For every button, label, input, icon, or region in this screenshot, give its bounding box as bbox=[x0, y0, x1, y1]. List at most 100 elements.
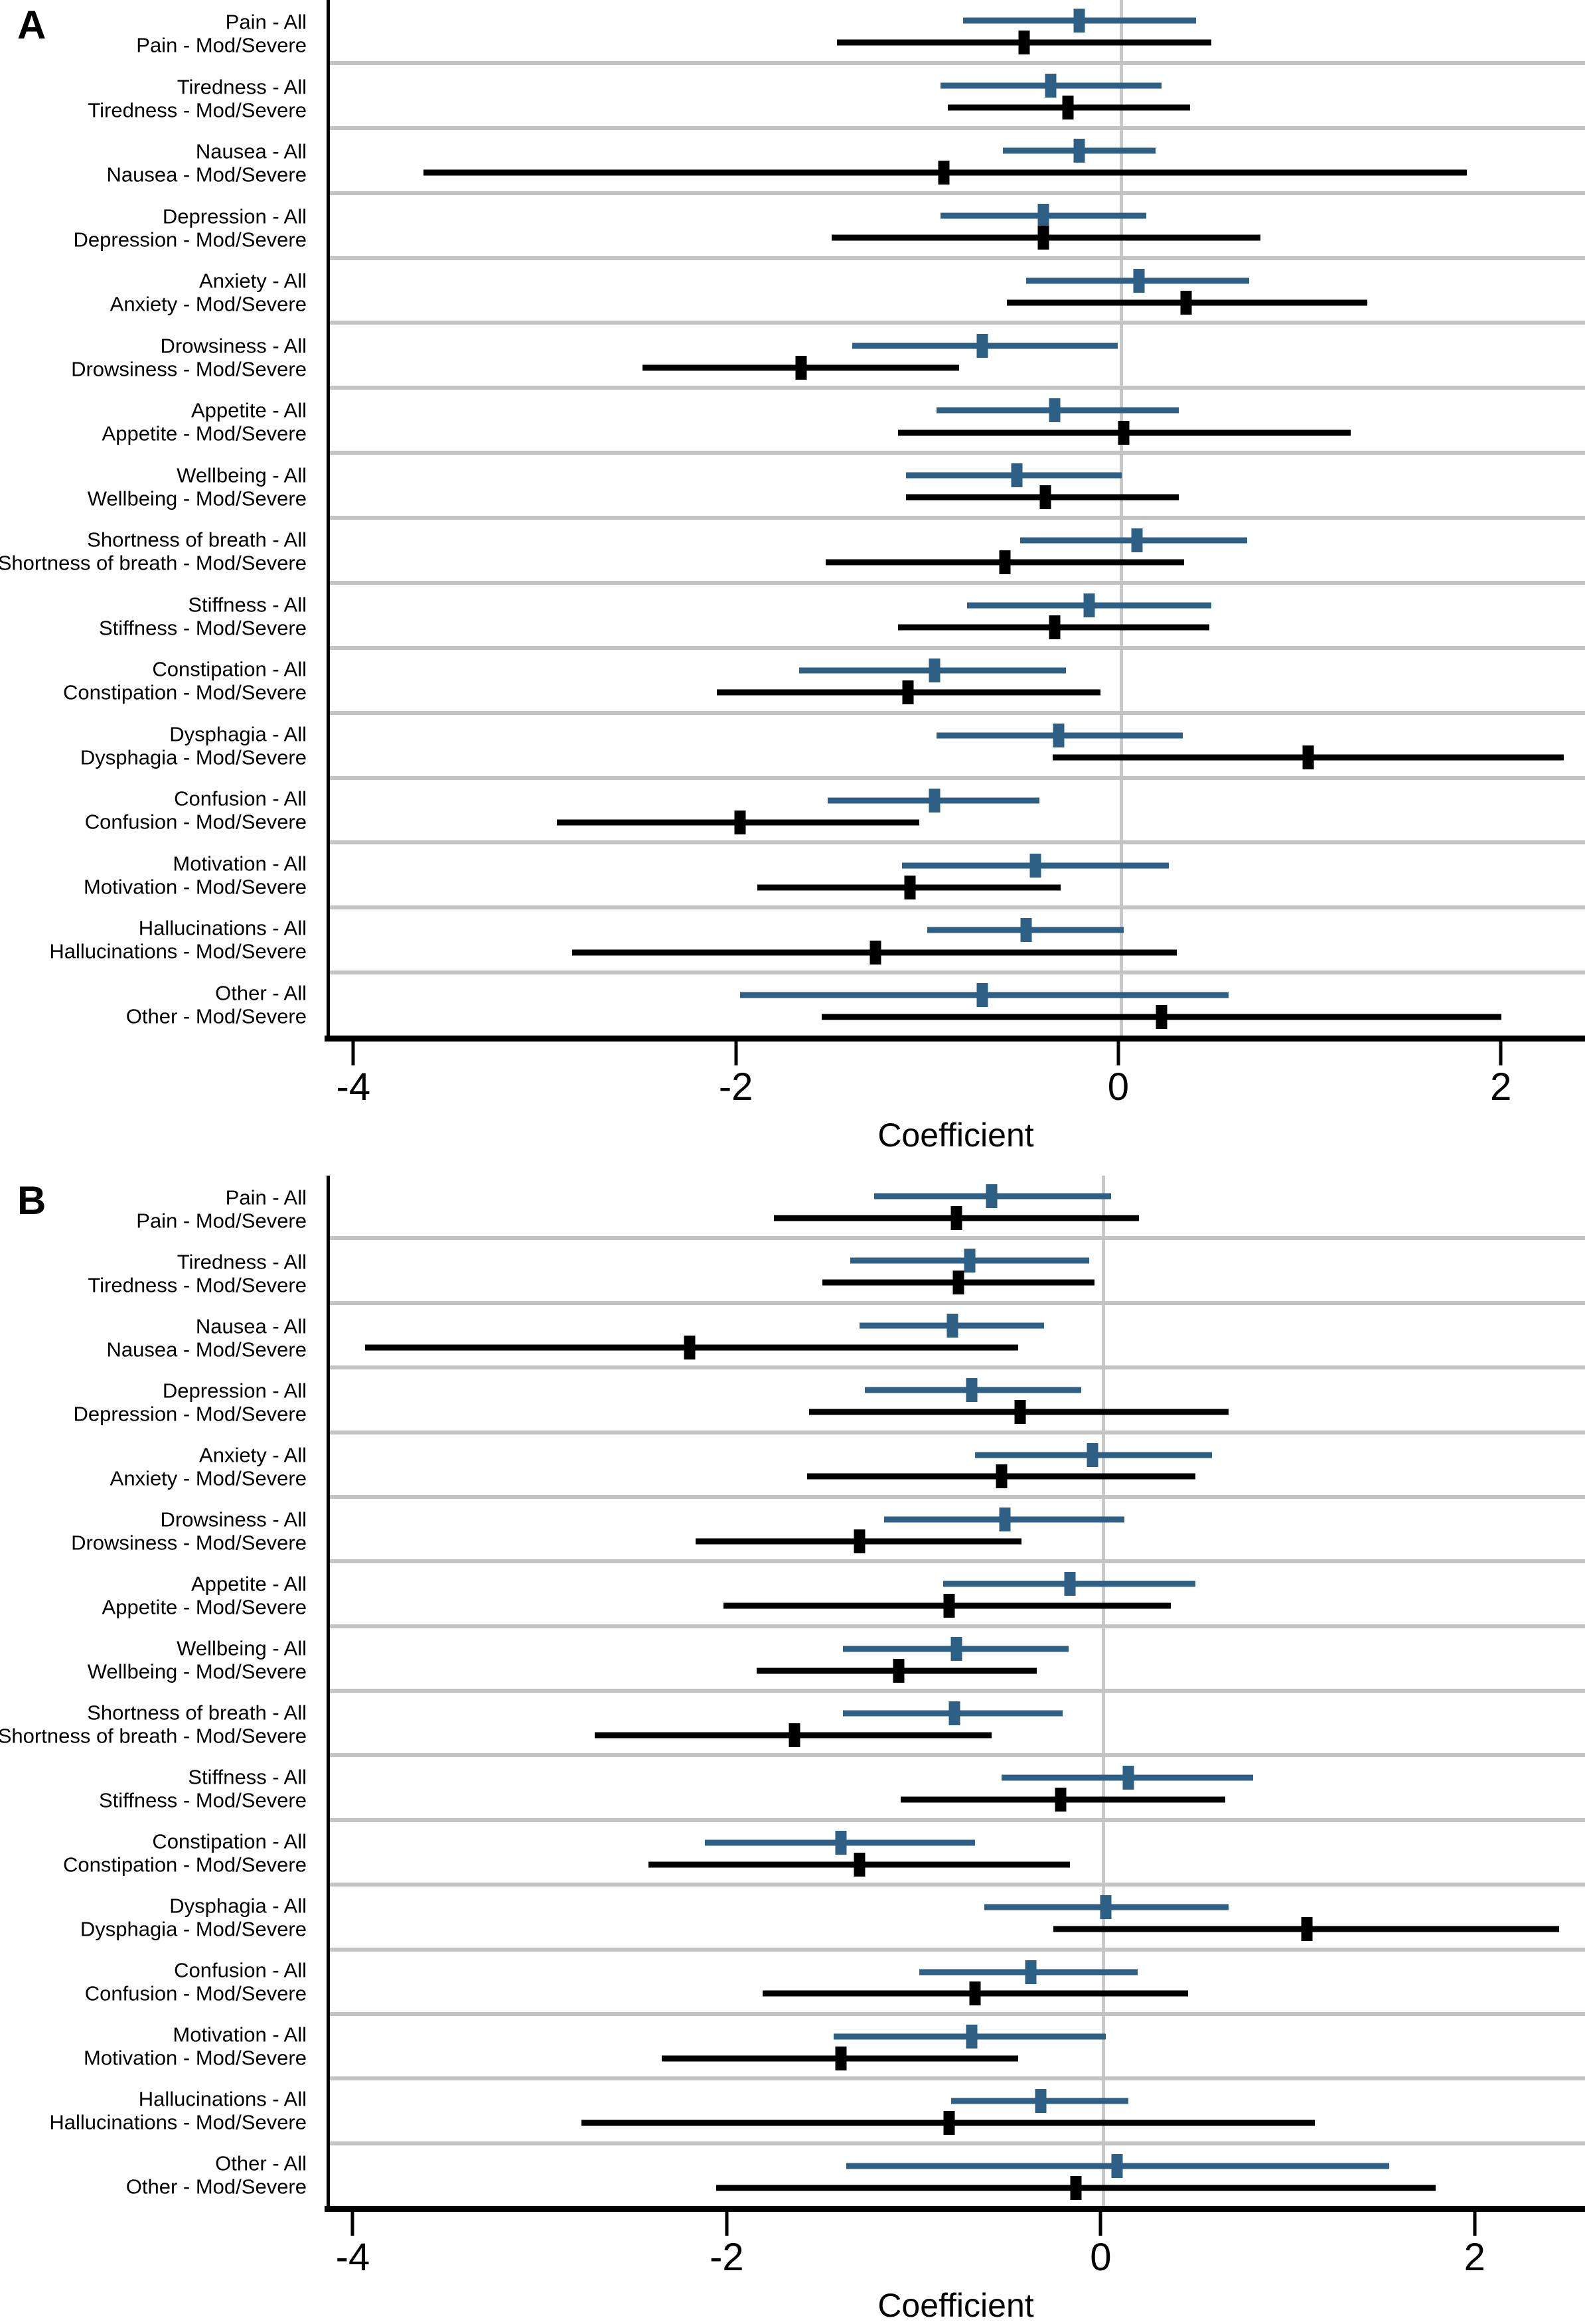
row-label: Shortness of breath - All bbox=[87, 1701, 307, 1725]
symptom-group-labels: Pain - All Pain - Mod/Severe bbox=[0, 1176, 315, 1240]
panel-b: B Pain - All Pain - Mod/Severe Tiredness -… bbox=[0, 1176, 1585, 2322]
point-estimate-marker bbox=[1133, 268, 1145, 293]
point-estimate-marker bbox=[952, 1271, 964, 1295]
point-estimate-marker bbox=[1055, 1788, 1067, 1812]
symptom-group-labels: Stiffness - All Stiffness - Mod/Severe bbox=[0, 1755, 315, 1820]
row-label: Anxiety - All bbox=[199, 269, 307, 293]
point-estimate-marker bbox=[1011, 463, 1023, 488]
row-label: Tiredness - All bbox=[177, 75, 307, 99]
row-label: Drowsiness - All bbox=[160, 334, 307, 358]
panel-a-letter: A bbox=[17, 3, 46, 47]
panel-a: A Pain - All Pain - Mod/Severe Tiredness -… bbox=[0, 0, 1585, 1152]
row-label: Motivation - All bbox=[173, 852, 307, 876]
point-estimate-marker bbox=[734, 810, 746, 834]
point-estimate-marker bbox=[1014, 1400, 1026, 1425]
symptom-group-labels: Shortness of breath - All Shortness of br… bbox=[0, 518, 315, 583]
point-estimate-marker bbox=[789, 1723, 800, 1747]
row-label: Shortness of breath - All bbox=[87, 528, 307, 552]
point-estimate-marker bbox=[1083, 593, 1095, 618]
point-estimate-marker bbox=[1302, 745, 1314, 769]
row-label: Appetite - Mod/Severe bbox=[102, 1595, 307, 1619]
symptom-group-labels: Shortness of breath - All Shortness of br… bbox=[0, 1691, 315, 1755]
row-label: Appetite - Mod/Severe bbox=[102, 422, 307, 445]
symptom-group-labels: Drowsiness - All Drowsiness - Mod/Severe bbox=[0, 324, 315, 389]
row-label: Tiredness - Mod/Severe bbox=[88, 98, 307, 122]
row-label: Motivation - Mod/Severe bbox=[84, 2046, 307, 2070]
symptom-group bbox=[330, 585, 1585, 650]
row-label: Dysphagia - All bbox=[169, 1894, 307, 1918]
panel-b-x-axis-title: Coefficient bbox=[877, 2287, 1034, 2324]
symptom-group bbox=[330, 1693, 1585, 1758]
row-label: Tiredness - All bbox=[177, 1250, 307, 1274]
symptom-group bbox=[330, 780, 1585, 845]
symptom-group bbox=[330, 1305, 1585, 1370]
point-estimate-marker bbox=[835, 2046, 847, 2070]
symptom-group-labels: Confusion - All Confusion - Mod/Severe bbox=[0, 777, 315, 842]
symptom-group bbox=[330, 1628, 1585, 1693]
x-axis-tick-label: -4 bbox=[335, 2236, 370, 2279]
panel-a-x-axis-title: Coefficient bbox=[877, 1117, 1034, 1154]
row-label: Stiffness - All bbox=[188, 1765, 307, 1789]
row-label: Pain - All bbox=[225, 10, 307, 34]
point-estimate-marker bbox=[854, 1852, 866, 1877]
x-axis-tick bbox=[1473, 2212, 1477, 2236]
symptom-group-labels: Wellbeing - All Wellbeing - Mod/Severe bbox=[0, 453, 315, 518]
x-axis-tick-label: 0 bbox=[1090, 2236, 1112, 2279]
row-label: Other - All bbox=[215, 981, 307, 1005]
symptom-group-labels: Constipation - All Constipation - Mod/Sev… bbox=[0, 647, 315, 712]
symptom-group-labels: Confusion - All Confusion - Mod/Severe bbox=[0, 1948, 315, 2013]
point-estimate-marker bbox=[1073, 9, 1085, 33]
symptom-group-labels: Nausea - All Nausea - Mod/Severe bbox=[0, 1304, 315, 1369]
row-label: Depression - Mod/Severe bbox=[73, 228, 307, 252]
point-estimate-marker bbox=[1049, 615, 1061, 640]
row-label: Constipation - All bbox=[152, 657, 307, 681]
panel-b-x-ticks bbox=[327, 2212, 1585, 2236]
point-estimate-marker bbox=[938, 161, 950, 185]
point-estimate-marker bbox=[976, 333, 988, 358]
point-estimate-marker bbox=[1062, 96, 1074, 120]
symptom-group bbox=[330, 2080, 1585, 2145]
symptom-group-labels: Hallucinations - All Hallucinations - Mod… bbox=[0, 906, 315, 971]
row-label: Pain - Mod/Severe bbox=[136, 1209, 307, 1233]
point-estimate-marker bbox=[1131, 528, 1143, 553]
x-axis-tick bbox=[1116, 1042, 1120, 1065]
point-estimate-marker bbox=[943, 1594, 955, 1618]
symptom-group-labels: Appetite - All Appetite - Mod/Severe bbox=[0, 1562, 315, 1626]
symptom-group-labels: Hallucinations - All Hallucinations - Mod… bbox=[0, 2077, 315, 2141]
row-label: Nausea - Mod/Severe bbox=[106, 1338, 307, 1361]
point-estimate-marker bbox=[1100, 1895, 1112, 1920]
point-estimate-marker bbox=[1118, 420, 1130, 445]
row-label: Depression - All bbox=[162, 1379, 307, 1403]
symptom-group bbox=[330, 2016, 1585, 2081]
panel-a-plot-area bbox=[327, 0, 1585, 1036]
row-label: Other - Mod/Severe bbox=[125, 2175, 307, 2199]
row-label: Hallucinations - Mod/Severe bbox=[49, 939, 307, 963]
point-estimate-marker bbox=[950, 1636, 962, 1661]
symptom-group bbox=[330, 260, 1585, 325]
point-estimate-marker bbox=[976, 983, 988, 1008]
row-label: Motivation - Mod/Severe bbox=[84, 875, 307, 899]
point-estimate-marker bbox=[1053, 723, 1065, 747]
x-axis-tick bbox=[734, 1042, 738, 1065]
x-axis-tick bbox=[725, 2212, 729, 2236]
point-estimate-marker bbox=[1018, 31, 1030, 55]
panel-b-x-axis-line bbox=[325, 2206, 1585, 2212]
symptom-group bbox=[330, 0, 1585, 65]
symptom-group bbox=[330, 1240, 1585, 1305]
x-axis-tick bbox=[350, 2212, 354, 2236]
symptom-group bbox=[330, 1952, 1585, 2016]
row-label: Confusion - Mod/Severe bbox=[84, 810, 307, 834]
point-estimate-marker bbox=[1039, 485, 1051, 510]
point-estimate-marker bbox=[1035, 2089, 1047, 2114]
panel-b-row-labels: Pain - All Pain - Mod/Severe Tiredness - A… bbox=[0, 1176, 315, 2206]
symptom-group-labels: Appetite - All Appetite - Mod/Severe bbox=[0, 388, 315, 453]
point-estimate-marker bbox=[684, 1335, 696, 1359]
row-label: Nausea - All bbox=[195, 1314, 307, 1338]
symptom-group bbox=[330, 974, 1585, 1036]
row-label: Stiffness - Mod/Severe bbox=[98, 1788, 307, 1812]
point-estimate-marker bbox=[1156, 1005, 1168, 1030]
row-label: Constipation - All bbox=[152, 1829, 307, 1853]
symptom-group bbox=[330, 1887, 1585, 1952]
panel-a-row-labels: Pain - All Pain - Mod/Severe Tiredness - A… bbox=[0, 0, 315, 1036]
point-estimate-marker bbox=[929, 788, 941, 813]
